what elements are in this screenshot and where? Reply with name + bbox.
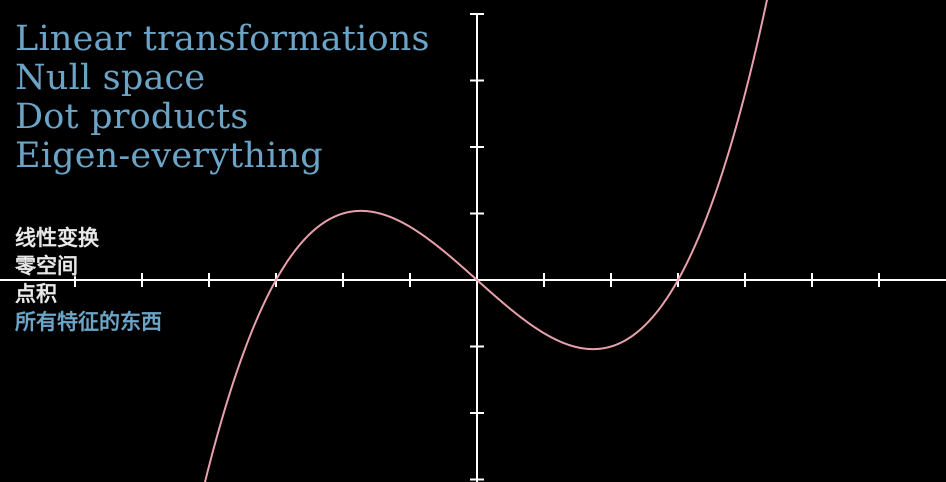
cubic-curve	[203, 0, 768, 482]
topic-cn-eigen-everything: 所有特征的东西	[15, 310, 162, 334]
topic-list-chinese: 线性变换 零空间 点积 所有特征的东西	[15, 224, 162, 336]
topic-eigen-everything: Eigen-everything	[15, 136, 323, 176]
coordinate-axes	[0, 13, 946, 482]
topic-list: Linear transformations Null space Dot pr…	[15, 22, 430, 174]
topic-cn-null-space: 零空间	[15, 254, 78, 278]
topic-linear-transformations: Linear transformations	[15, 19, 430, 59]
topic-null-space: Null space	[15, 58, 206, 98]
topic-cn-linear-transformations: 线性变换	[15, 226, 99, 250]
topic-cn-dot-products: 点积	[15, 282, 57, 306]
topic-dot-products: Dot products	[15, 97, 249, 137]
